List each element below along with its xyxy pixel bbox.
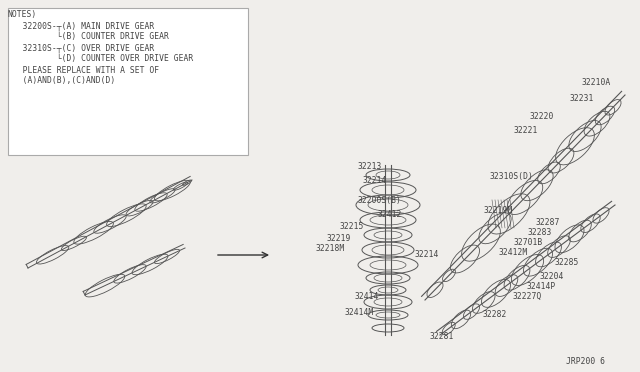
Text: 32219M: 32219M <box>484 206 513 215</box>
Text: 32214: 32214 <box>363 176 387 185</box>
Text: 32287: 32287 <box>536 218 561 227</box>
Text: 32285: 32285 <box>555 258 579 267</box>
Text: 32219: 32219 <box>327 234 351 243</box>
Text: 32200S(B): 32200S(B) <box>358 196 402 205</box>
Text: 32412: 32412 <box>378 210 403 219</box>
Text: 32204: 32204 <box>540 272 564 281</box>
Text: NOTES): NOTES) <box>8 10 37 19</box>
Text: 32220: 32220 <box>530 112 554 121</box>
Text: └(B) COUNTER DRIVE GEAR: └(B) COUNTER DRIVE GEAR <box>8 32 169 41</box>
Text: 32310S(D): 32310S(D) <box>490 172 534 181</box>
Text: 32221: 32221 <box>514 126 538 135</box>
Text: 32414P: 32414P <box>527 282 556 291</box>
Text: PLEASE REPLACE WITH A SET OF: PLEASE REPLACE WITH A SET OF <box>8 66 159 75</box>
Text: └(D) COUNTER OVER DRIVE GEAR: └(D) COUNTER OVER DRIVE GEAR <box>8 54 193 63</box>
Text: JRP200 6: JRP200 6 <box>566 357 605 366</box>
Text: 32412M: 32412M <box>499 248 528 257</box>
Text: 32701B: 32701B <box>514 238 543 247</box>
Text: 32283: 32283 <box>528 228 552 237</box>
Text: 32310S-┬(C) OVER DRIVE GEAR: 32310S-┬(C) OVER DRIVE GEAR <box>8 44 154 53</box>
FancyBboxPatch shape <box>8 8 248 155</box>
Text: 32218M: 32218M <box>316 244 345 253</box>
Text: 32210A: 32210A <box>582 78 611 87</box>
Text: 32282: 32282 <box>483 310 508 319</box>
Text: 32213: 32213 <box>358 162 382 171</box>
Text: 32414M: 32414M <box>345 308 374 317</box>
Text: 32214: 32214 <box>415 250 440 259</box>
Text: 32227Q: 32227Q <box>513 292 542 301</box>
Text: (A)AND(B),(C)AND(D): (A)AND(B),(C)AND(D) <box>8 76 115 85</box>
Text: 32215: 32215 <box>340 222 364 231</box>
Text: 32414: 32414 <box>355 292 380 301</box>
Text: 32200S-┬(A) MAIN DRIVE GEAR: 32200S-┬(A) MAIN DRIVE GEAR <box>8 22 154 31</box>
Text: 32231: 32231 <box>570 94 595 103</box>
Text: 32281: 32281 <box>430 332 454 341</box>
